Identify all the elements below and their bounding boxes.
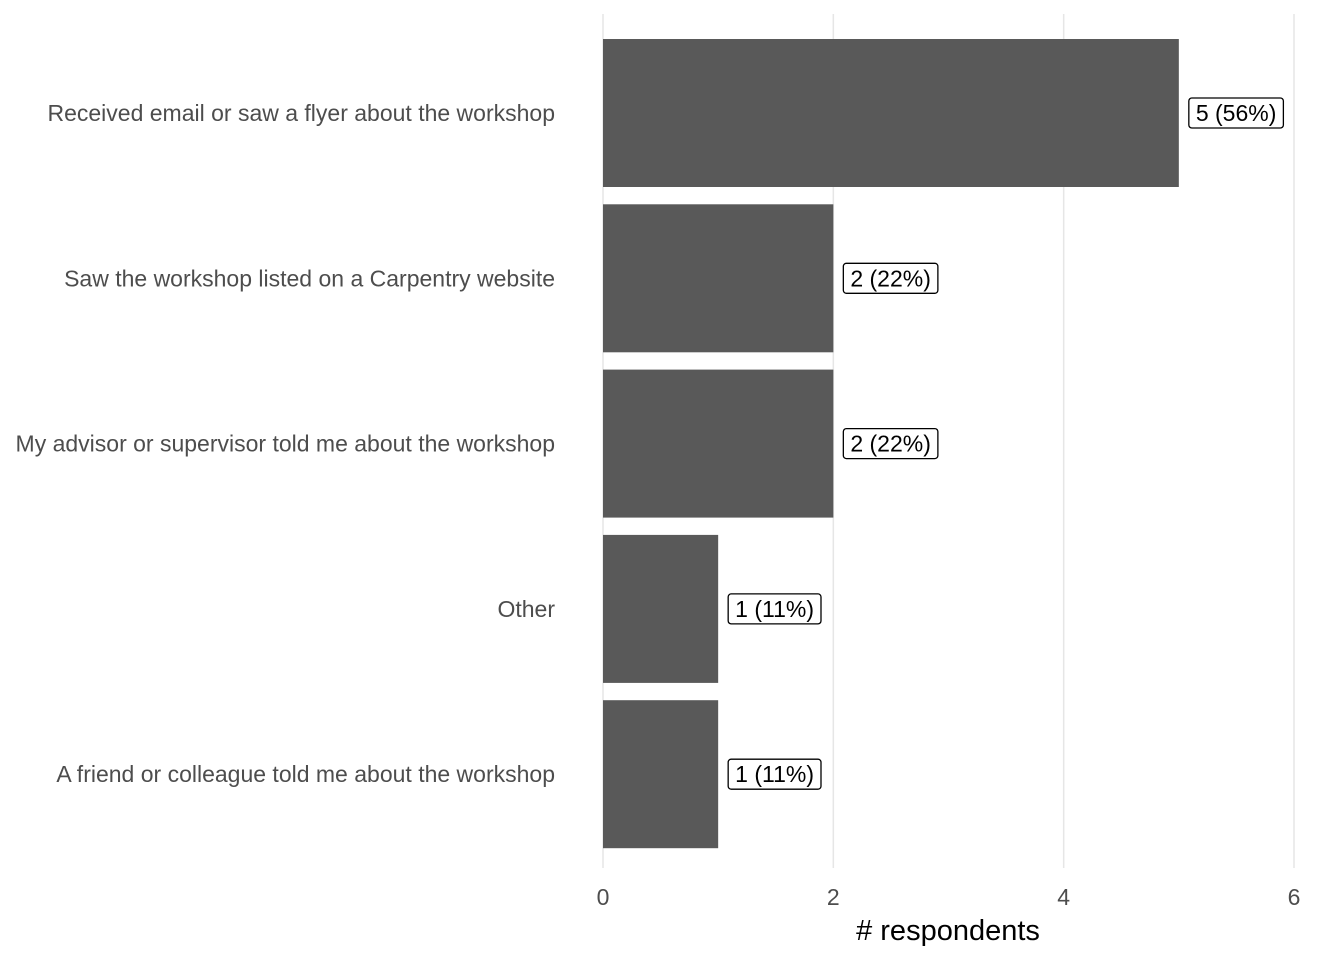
bar xyxy=(603,39,1179,187)
category-label: Other xyxy=(497,596,555,622)
data-label-box xyxy=(727,593,822,625)
data-label: 2 (22%) xyxy=(842,427,939,460)
x-tick-label: 4 xyxy=(1057,884,1070,910)
category-label: Received email or saw a flyer about the … xyxy=(47,100,555,126)
category-label: A friend or colleague told me about the … xyxy=(56,761,555,787)
bar xyxy=(603,700,719,849)
data-label: 1 (11%) xyxy=(727,593,822,625)
category-labels: Received email or saw a flyer about the … xyxy=(16,100,556,787)
data-labels: 5 (56%) 2 (22%) 2 (22%) 1 (11%) 1 (11%) xyxy=(727,97,1285,790)
data-label-box xyxy=(842,427,939,460)
x-tick-label: 6 xyxy=(1288,884,1301,910)
data-label: 1 (11%) xyxy=(727,758,822,790)
data-label-text: 2 (22%) xyxy=(850,265,931,291)
data-label-text: 2 (22%) xyxy=(850,431,931,457)
bars xyxy=(603,39,1179,849)
bar xyxy=(603,534,719,683)
category-label: My advisor or supervisor told me about t… xyxy=(16,431,555,457)
data-label-text: 5 (56%) xyxy=(1196,100,1277,126)
bar xyxy=(603,369,834,518)
x-axis-title: # respondents xyxy=(856,915,1040,947)
data-label-box xyxy=(727,758,822,790)
data-label-text: 1 (11%) xyxy=(735,761,814,787)
x-tick-label: 2 xyxy=(827,884,840,910)
x-tick-label: 0 xyxy=(597,884,610,910)
bar xyxy=(603,204,834,353)
category-label: Saw the workshop listed on a Carpentry w… xyxy=(64,265,555,291)
data-label: 2 (22%) xyxy=(842,262,939,294)
x-axis-ticks: 0 2 4 6 xyxy=(597,884,1301,910)
data-label: 5 (56%) xyxy=(1188,97,1285,129)
data-label-box xyxy=(842,262,939,294)
data-label-text: 1 (11%) xyxy=(735,596,814,622)
data-label-box xyxy=(1188,97,1285,129)
